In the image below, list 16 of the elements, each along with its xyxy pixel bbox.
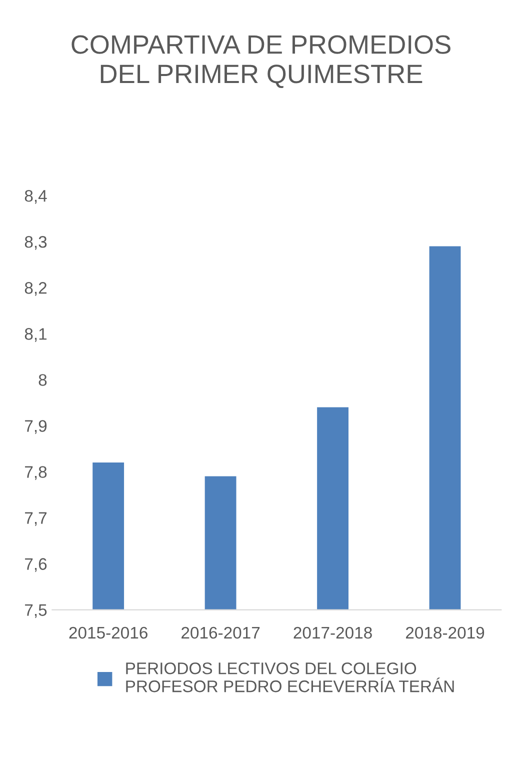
y-tick-label: 8,3 xyxy=(24,236,47,250)
y-tick-label: 7,8 xyxy=(25,466,47,480)
y-tick-label: 8,1 xyxy=(24,328,47,342)
x-tick-label: 2018-2019 xyxy=(406,626,484,639)
y-tick-label: 7,5 xyxy=(25,604,47,618)
y-tick-label: 7,7 xyxy=(25,512,47,526)
legend-label: PERIODOS LECTIVOS DEL COLEGIO PROFESOR PEDRO ECHEVERRÍA TERÁN xyxy=(126,662,454,692)
y-tick-label: 7,6 xyxy=(25,558,47,572)
y-tick-label: 8,2 xyxy=(24,282,47,296)
chart-title: COMPARTIVA DE PROMEDIOS DEL PRIMER QUIMESTRE xyxy=(72,35,450,88)
x-tick-label: 2017-2018 xyxy=(294,626,372,639)
y-tick-label: 8 xyxy=(38,374,47,386)
x-tick-label: 2015-2016 xyxy=(69,626,148,639)
x-tick-label: 2016-2017 xyxy=(182,626,260,639)
y-tick-label: 8,4 xyxy=(24,190,47,204)
y-tick-label: 7,9 xyxy=(25,420,47,434)
